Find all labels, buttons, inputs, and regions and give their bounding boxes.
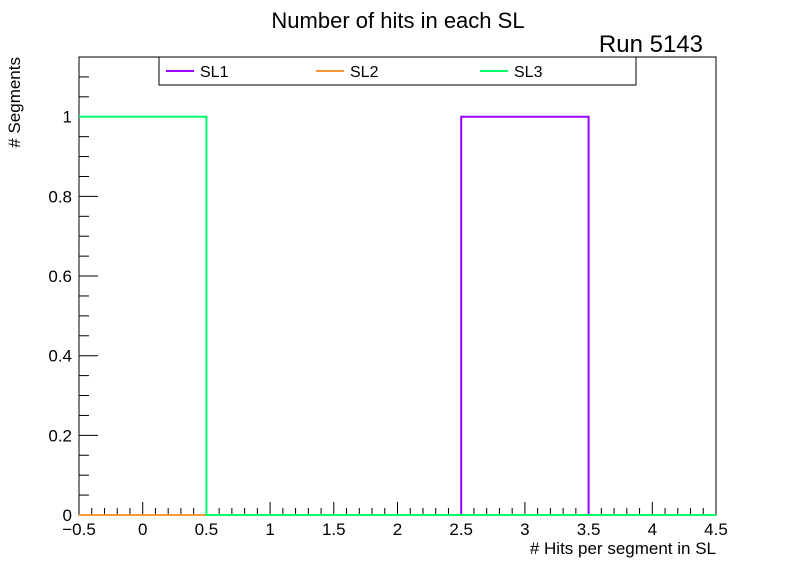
y-tick-label: 0.4 (48, 347, 72, 366)
x-tick-label: 1.5 (322, 520, 346, 539)
y-tick-label: 0.2 (48, 426, 72, 445)
x-tick-label: 1 (265, 520, 274, 539)
x-tick-label: 2 (393, 520, 402, 539)
y-tick-label: 0.6 (48, 267, 72, 286)
x-tick-label: 4 (648, 520, 657, 539)
legend-box (158, 56, 637, 86)
x-tick-label: 4.5 (704, 520, 728, 539)
x-tick-label: 3 (520, 520, 529, 539)
histogram-sl3 (79, 115, 716, 516)
y-tick-label: 1 (63, 108, 72, 127)
legend-label-sl2: SL2 (350, 64, 379, 81)
x-tick-label: 0.5 (195, 520, 219, 539)
x-tick-label: 3.5 (577, 520, 601, 539)
legend-label-sl3: SL3 (514, 64, 543, 81)
legend: SL1 SL2 SL3 (158, 56, 637, 86)
y-axis-label: # Segments (5, 57, 24, 148)
x-tick-label: 2.5 (449, 520, 473, 539)
chart-title: Number of hits in each SL (271, 8, 524, 33)
x-tick-label: 0 (138, 520, 147, 539)
x-axis-label: # Hits per segment in SL (530, 539, 716, 558)
y-tick-label: 0.8 (48, 187, 72, 206)
run-annotation: Run 5143 (599, 31, 703, 58)
x-tick-label: −0.5 (62, 520, 96, 539)
plot-frame (78, 56, 717, 516)
y-tick-label: 0 (63, 506, 72, 525)
legend-label-sl1: SL1 (200, 64, 229, 81)
histogram-sl1 (79, 115, 716, 516)
